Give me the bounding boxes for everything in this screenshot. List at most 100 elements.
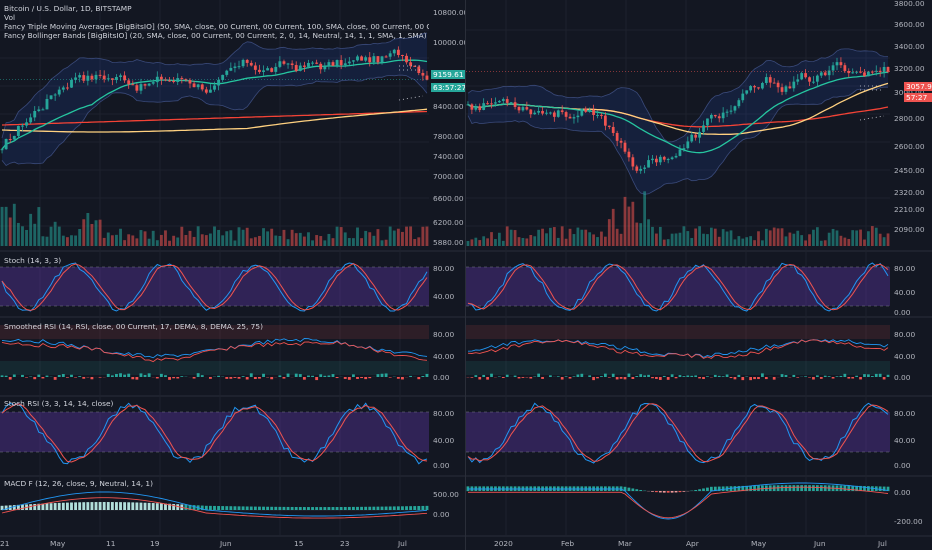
macd-histogram-bar [155, 503, 159, 510]
candle-body [768, 77, 772, 83]
volume-bar [94, 220, 98, 246]
candle-body [537, 110, 541, 113]
candle-body [233, 66, 237, 68]
macd-histogram-bar [29, 504, 33, 510]
ma-indicator-label[interactable]: Fancy Triple Moving Averages [BigBitsIO]… [4, 22, 429, 31]
candle-body [262, 70, 265, 72]
price-axis-label: 2450.00 [894, 166, 925, 175]
volume-bar [800, 235, 804, 246]
volume-bar [49, 226, 53, 246]
macd-histogram-bar [741, 485, 745, 491]
rsi-histogram-bar [286, 373, 290, 377]
right-chart-canvas[interactable]: 3800.00 3600.00 3400.00 3200.00 3000.00 2800.… [466, 0, 932, 550]
volume-bar [21, 226, 24, 246]
macd-histogram-bar [706, 487, 709, 491]
macd-label[interactable]: MACD F (12, 26, close, 9, Neutral, 14, 1… [4, 479, 153, 488]
macd-histogram-bar [147, 502, 151, 510]
rsi-histogram-bar [870, 376, 874, 377]
volume-bar [878, 233, 882, 246]
volume-bar [307, 232, 310, 246]
candle-body [90, 75, 94, 80]
macd-histogram-bar [658, 491, 662, 493]
volume-bar [131, 235, 135, 246]
rsi-histogram-bar [686, 375, 690, 377]
candle-body [270, 68, 274, 72]
rsi-histogram-bar [4, 375, 8, 377]
candle-body [388, 53, 392, 57]
rsi-axis-label: 80.00 [433, 330, 454, 339]
stoch-rsi-label[interactable]: Stoch RSI (3, 3, 14, 14, close) [4, 399, 114, 408]
candle-body [678, 149, 682, 156]
macd-histogram-bar [401, 506, 404, 510]
volume-bar [725, 231, 729, 246]
macd-histogram-bar [262, 506, 265, 510]
rsi-histogram-bar [249, 373, 253, 377]
rsi-histogram-bar [572, 376, 576, 377]
macd-histogram-bar [682, 491, 686, 492]
candle-body [78, 75, 82, 78]
macd-histogram-bar [184, 504, 188, 510]
candle-body [662, 156, 666, 160]
candle-body [670, 157, 674, 160]
volume-bar [290, 229, 294, 246]
volume-bar [200, 234, 204, 246]
candle-body [401, 55, 404, 57]
rsi-axis-label: 0.00 [894, 373, 911, 382]
right-chart-pane[interactable]: 3800.00 3600.00 3400.00 3200.00 3000.00 2800.… [466, 0, 932, 550]
smoothed-rsi-label[interactable]: Smoothed RSI (14, RSI, close, 00 Current… [4, 322, 263, 331]
rsi-signal-line [467, 339, 889, 359]
rsi-histogram-bar [482, 374, 486, 377]
rsi-histogram-bar [233, 377, 237, 378]
macd-histogram-bar [37, 503, 41, 510]
volume-bar [592, 234, 595, 246]
candle-body [831, 65, 835, 71]
volume-bar [339, 227, 343, 246]
candle-body [615, 132, 619, 141]
volume-bar [237, 227, 241, 246]
volume-bar [155, 240, 159, 246]
stoch-label[interactable]: Stoch (14, 3, 3) [4, 256, 62, 265]
volume-bar [192, 236, 196, 246]
pane-divider[interactable] [465, 0, 466, 550]
volume-bar [867, 231, 870, 246]
candle-body [21, 125, 24, 127]
rsi-histogram-bar [874, 373, 878, 377]
rsi-histogram-bar [490, 373, 493, 377]
volume-bar [611, 208, 615, 246]
macd-histogram-bar [278, 506, 282, 510]
macd-histogram-bar [229, 506, 233, 510]
ma50-line [467, 71, 889, 154]
stoch-axis-label: 40.00 [433, 292, 454, 301]
rsi-histogram-bar [258, 377, 261, 379]
volume-bar [505, 226, 509, 246]
time-axis-label: 21 [0, 539, 10, 548]
volume-bar [560, 226, 564, 246]
left-chart-canvas[interactable]: 10800.0010000.009200.008400.007800.00740… [0, 0, 465, 550]
volume-bar [702, 233, 705, 246]
macd-histogram-bar [286, 506, 290, 510]
left-chart-pane[interactable]: 10800.0010000.009200.008400.007800.00740… [0, 0, 465, 550]
stoch-d-line [1, 263, 428, 311]
volume-bar [204, 235, 208, 246]
candle-body [647, 160, 650, 168]
volume-bar [552, 227, 556, 246]
candle-body [172, 80, 176, 82]
rsi-histogram-bar [347, 377, 351, 380]
rsi-histogram-bar [823, 375, 827, 377]
rsi-histogram-bar [8, 377, 12, 380]
macd-histogram-bar [106, 502, 110, 510]
volume-bar [639, 223, 643, 246]
rsi-histogram-bar [863, 374, 866, 377]
rsi-histogram-bar [827, 376, 831, 377]
rsi-histogram-bar [135, 377, 139, 380]
rsi-histogram-bar [878, 373, 882, 377]
volume-bar [168, 240, 171, 246]
volume-bar [596, 237, 599, 246]
bb-indicator-label[interactable]: Fancy Bollinger Bands [BigBitsIO] (20, S… [4, 31, 427, 40]
volume-bar [61, 235, 65, 246]
rsi-histogram-bar [196, 373, 200, 377]
price-axis-label: 3600.00 [894, 20, 925, 29]
macd-histogram-bar [651, 491, 654, 492]
candle-body [184, 79, 188, 81]
candle-body [482, 103, 486, 110]
